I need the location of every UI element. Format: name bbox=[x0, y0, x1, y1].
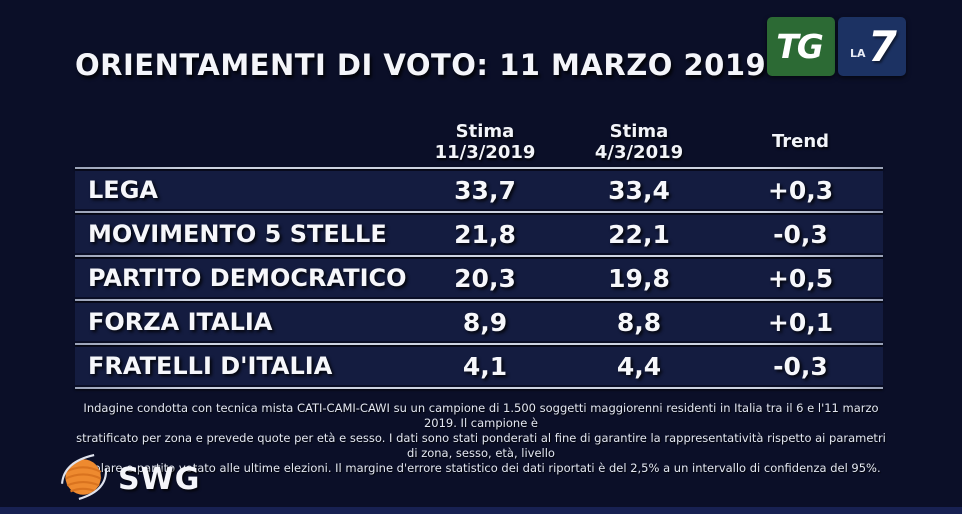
party-name: PARTITO DEMOCRATICO bbox=[88, 264, 407, 292]
swg-logo: SWG bbox=[57, 450, 200, 508]
page-title: ORIENTAMENTI DI VOTO: 11 MARZO 2019 bbox=[75, 48, 767, 82]
la7-logo-box: LA 7 bbox=[838, 17, 906, 76]
separator-line bbox=[75, 387, 883, 389]
table-header-row: Stima 11/3/2019 Stima 4/3/2019 Trend bbox=[75, 118, 883, 165]
table-row-fi: FORZA ITALIA 8,9 8,8 +0,1 bbox=[75, 303, 883, 341]
party-name: LEGA bbox=[88, 176, 158, 204]
stima-new-value: 21,8 bbox=[454, 219, 516, 249]
stima-new-value: 33,7 bbox=[454, 175, 516, 205]
footnote-line: scolare e partito votato alle ultime ele… bbox=[81, 461, 881, 475]
tg-logo-text: TG bbox=[776, 27, 824, 66]
swg-planet-icon bbox=[57, 450, 111, 508]
header-stima-new-line2: 11/3/2019 bbox=[434, 141, 536, 163]
stima-new-value: 4,1 bbox=[462, 351, 508, 381]
poll-table: Stima 11/3/2019 Stima 4/3/2019 Trend LEG… bbox=[75, 118, 883, 391]
stima-old-value: 8,8 bbox=[616, 307, 662, 337]
bottom-edge-strip bbox=[0, 507, 962, 514]
tg-logo-box: TG bbox=[767, 17, 835, 76]
trend-value: +0,3 bbox=[767, 175, 834, 205]
stima-old-value: 33,4 bbox=[608, 175, 670, 205]
stima-old-value: 22,1 bbox=[608, 219, 670, 249]
separator-line bbox=[75, 343, 883, 345]
separator-line bbox=[75, 299, 883, 301]
stima-new-value: 8,9 bbox=[462, 307, 508, 337]
footnote-line: Indagine condotta con tecnica mista CATI… bbox=[83, 401, 879, 430]
header-stima-old-line2: 4/3/2019 bbox=[594, 141, 684, 163]
table-row-pd: PARTITO DEMOCRATICO 20,3 19,8 +0,5 bbox=[75, 259, 883, 297]
trend-value: +0,5 bbox=[767, 263, 834, 293]
stima-new-value: 20,3 bbox=[454, 263, 516, 293]
swg-logo-text: SWG bbox=[118, 461, 201, 497]
trend-value: -0,3 bbox=[773, 351, 828, 381]
stima-old-value: 19,8 bbox=[608, 263, 670, 293]
footnote-line: stratificato per zona e prevede quote pe… bbox=[76, 431, 886, 460]
table-row-m5s: MOVIMENTO 5 STELLE 21,8 22,1 -0,3 bbox=[75, 215, 883, 253]
stima-old-value: 4,4 bbox=[616, 351, 662, 381]
separator-line bbox=[75, 167, 883, 169]
table-row-lega: LEGA 33,7 33,4 +0,3 bbox=[75, 171, 883, 209]
trend-value: -0,3 bbox=[773, 219, 828, 249]
trend-value: +0,1 bbox=[767, 307, 834, 337]
separator-line bbox=[75, 255, 883, 257]
header-stima-old-line1: Stima bbox=[609, 120, 669, 142]
table-row-fdi: FRATELLI D'ITALIA 4,1 4,4 -0,3 bbox=[75, 347, 883, 385]
header-stima-new: Stima 11/3/2019 bbox=[410, 121, 560, 163]
la7-logo-seven-text: 7 bbox=[863, 22, 902, 71]
party-name: MOVIMENTO 5 STELLE bbox=[88, 220, 387, 248]
separator-line bbox=[75, 211, 883, 213]
header-stima-old: Stima 4/3/2019 bbox=[560, 121, 718, 163]
la7-logo-la-text: LA bbox=[850, 47, 866, 60]
header-trend: Trend bbox=[771, 131, 830, 152]
header-stima-new-line1: Stima bbox=[455, 120, 515, 142]
methodology-footnote: Indagine condotta con tecnica mista CATI… bbox=[70, 401, 892, 476]
tgla7-logo: TG LA 7 bbox=[767, 17, 906, 76]
party-name: FRATELLI D'ITALIA bbox=[88, 352, 333, 380]
party-name: FORZA ITALIA bbox=[88, 308, 273, 336]
